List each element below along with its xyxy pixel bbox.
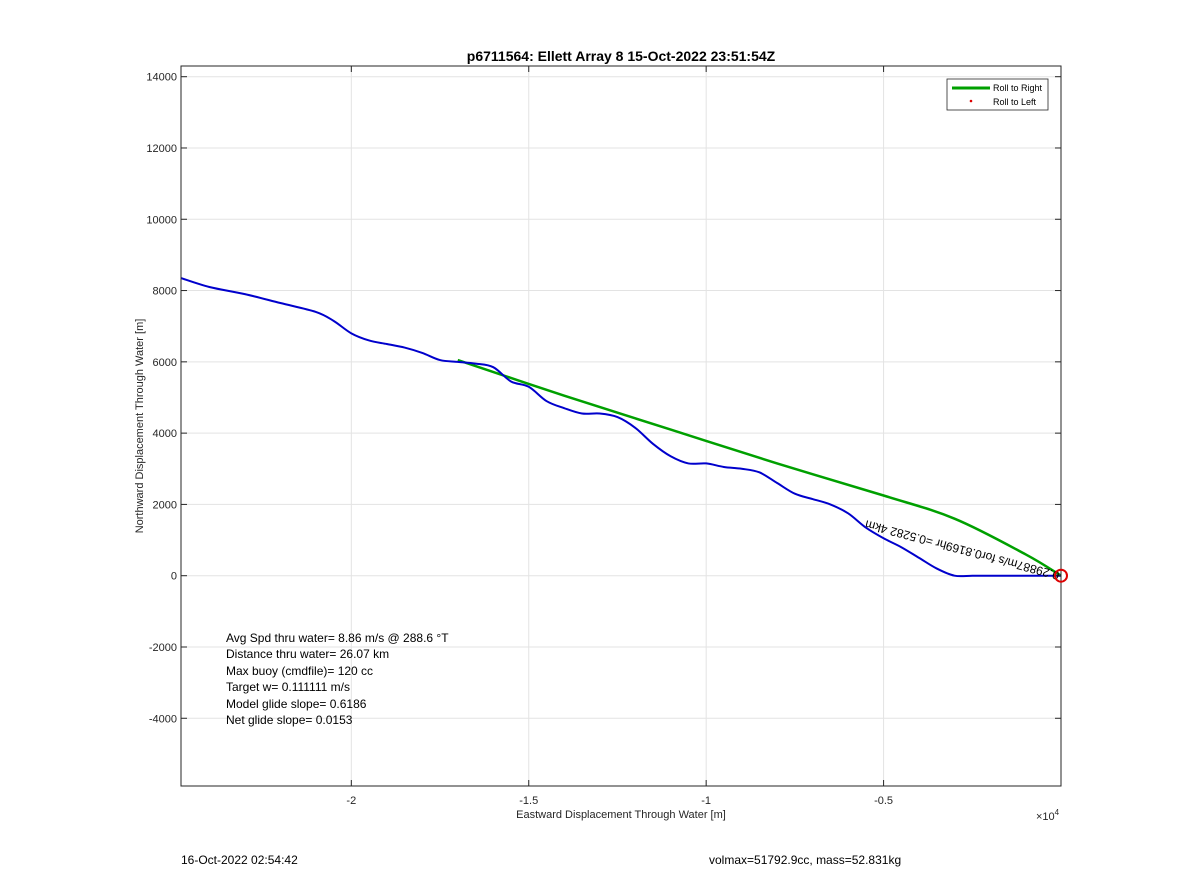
y-tick-label: 2000 (153, 499, 177, 511)
plot-area (181, 66, 1061, 786)
series-line-roll-to-right (457, 358, 1061, 577)
x-axis-label: Eastward Displacement Through Water [m] (516, 809, 726, 821)
stat-model-glide: Model glide slope= 0.6186 (226, 697, 367, 711)
ticks: -2 -1.5 -1 -0.5 -4000 -2000 0 2000 4000 6000 8000 1… (146, 66, 1061, 807)
y-tick-label: 12000 (146, 143, 177, 155)
legend-swatch-roll-left (969, 99, 973, 103)
stats-annotation: Avg Spd thru water= 8.86 m/s @ 288.6 °T … (226, 631, 449, 727)
legend-box (946, 78, 1049, 111)
stat-max-buoy: Max buoy (cmdfile)= 120 cc (226, 664, 373, 678)
series-group (181, 277, 1061, 578)
x-tick-label: -1.5 (519, 795, 538, 807)
grid (181, 66, 1061, 786)
y-tick-label: 4000 (153, 428, 177, 440)
y-tick-label: -4000 (149, 713, 177, 725)
y-tick-label: 10000 (146, 214, 177, 226)
y-tick-label: -2000 (149, 642, 177, 654)
origin-marker (1054, 568, 1068, 583)
stat-avg-speed: Avg Spd thru water= 8.86 m/s @ 288.6 °T (226, 631, 449, 645)
footer-mass-info: volmax=51792.9cc, mass=52.831kg (709, 853, 902, 867)
x-tick-label: -2 (346, 795, 356, 807)
x-exponent-power: 4 (1055, 808, 1060, 817)
x-exponent: ×104 (1036, 808, 1060, 823)
stat-target-w: Target w= 0.111111 m/s (226, 680, 350, 694)
x-tick-label: -1 (701, 795, 711, 807)
y-axis-label: Northward Displacement Through Water [m] (134, 319, 146, 534)
x-exponent-base: ×10 (1036, 811, 1055, 823)
legend: Roll to Right Roll to Left (946, 78, 1049, 111)
y-tick-label: 14000 (146, 72, 177, 84)
x-tick-label: -0.5 (874, 795, 893, 807)
legend-label-roll-left: Roll to Left (993, 97, 1037, 107)
series-line-track (181, 277, 1061, 578)
chart-title: p6711564: Ellett Array 8 15-Oct-2022 23:… (467, 48, 776, 64)
y-tick-label: 0 (171, 571, 177, 583)
stat-distance: Distance thru water= 26.07 km (226, 647, 389, 661)
legend-label-roll-right: Roll to Right (993, 83, 1043, 93)
stat-net-glide: Net glide slope= 0.0153 (226, 713, 353, 727)
y-tick-label: 8000 (153, 286, 177, 298)
y-tick-label: 6000 (153, 357, 177, 369)
footer-timestamp: 16-Oct-2022 02:54:42 (181, 853, 298, 867)
axes-box (180, 65, 1062, 787)
